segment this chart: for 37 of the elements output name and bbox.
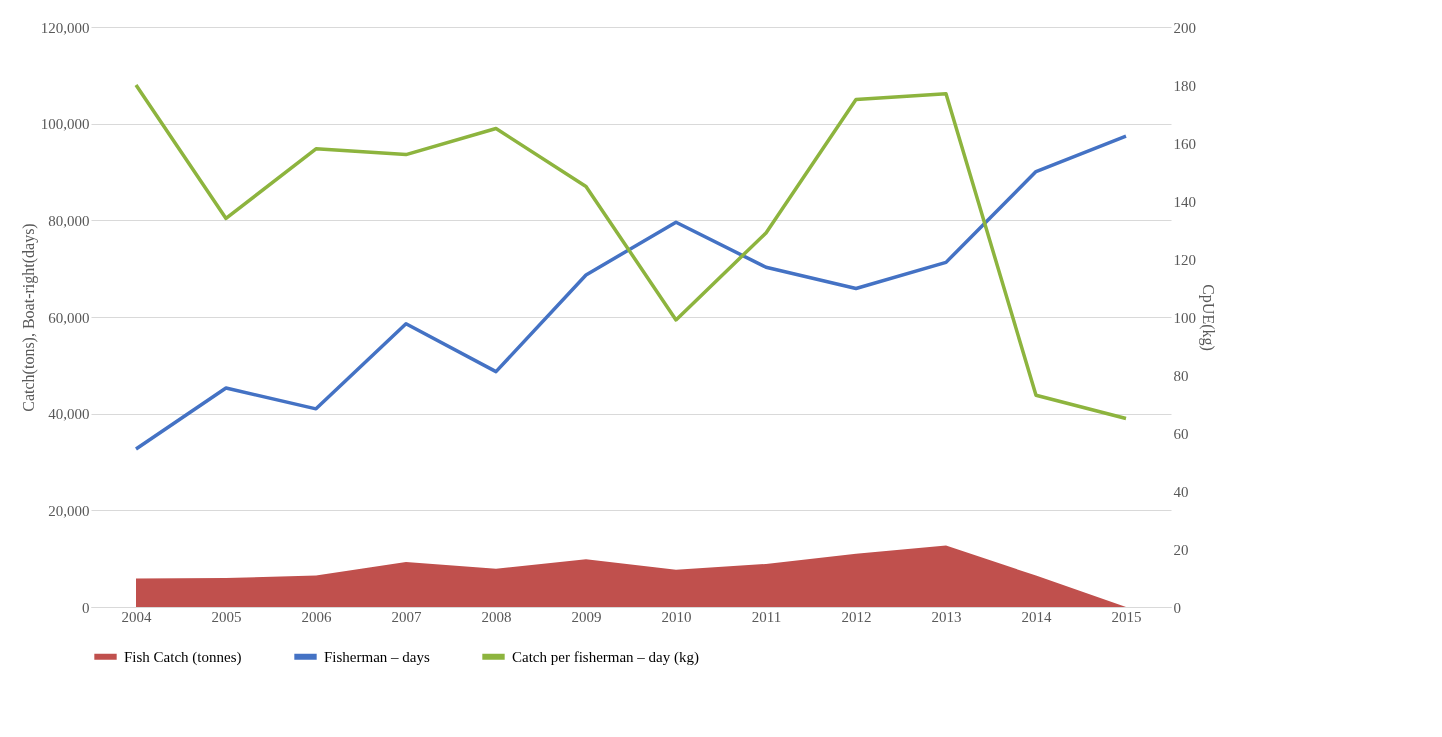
y2-tick-label: 40 bbox=[1173, 483, 1189, 500]
y2-tick-label: 60 bbox=[1173, 425, 1189, 442]
x-tick-label: 2005 bbox=[211, 608, 242, 625]
y2-tick-label: 180 bbox=[1173, 77, 1196, 94]
y-tick-label: 20,000 bbox=[48, 502, 90, 519]
x-tick-label: 2015 bbox=[1111, 608, 1142, 625]
x-tick-label: 2010 bbox=[661, 608, 692, 625]
y2-tick-label: 80 bbox=[1173, 367, 1189, 384]
legend-label: Catch per fisherman – day (kg) bbox=[512, 648, 700, 666]
y-tick-label: 40,000 bbox=[48, 406, 90, 423]
legend-label: Fisherman – days bbox=[324, 648, 430, 665]
y2-tick-label: 0 bbox=[1173, 599, 1181, 616]
x-tick-label: 2014 bbox=[1021, 608, 1052, 625]
y2-tick-label: 120 bbox=[1173, 251, 1196, 268]
legend-label: Fish Catch (tonnes) bbox=[124, 648, 242, 666]
y2-tick-label: 140 bbox=[1173, 193, 1196, 210]
x-tick-label: 2006 bbox=[301, 608, 332, 625]
y-tick-label: 100,000 bbox=[40, 116, 90, 133]
y2-tick-label: 100 bbox=[1173, 309, 1196, 326]
y2-tick-label: 160 bbox=[1173, 135, 1196, 152]
y-tick-label: 0 bbox=[82, 599, 90, 616]
y-tick-label: 120,000 bbox=[40, 19, 90, 36]
y2-tick-label: 20 bbox=[1173, 541, 1189, 558]
x-tick-label: 2007 bbox=[391, 608, 422, 625]
x-tick-label: 2013 bbox=[931, 608, 962, 625]
y-tick-label: 60,000 bbox=[48, 309, 90, 326]
y-axis-title: Catch(tons), Boat-right(days) bbox=[19, 223, 38, 412]
x-tick-label: 2011 bbox=[751, 608, 782, 625]
x-tick-label: 2004 bbox=[121, 608, 152, 625]
x-tick-label: 2008 bbox=[481, 608, 512, 625]
x-tick-label: 2012 bbox=[841, 608, 872, 625]
y-tick-label: 80,000 bbox=[48, 212, 90, 229]
y2-tick-label: 200 bbox=[1173, 19, 1196, 36]
line-series bbox=[134, 83, 1128, 421]
y2-axis-title: CpUE(kg) bbox=[1199, 284, 1217, 351]
line-series bbox=[134, 134, 1128, 451]
x-tick-label: 2009 bbox=[571, 608, 602, 625]
